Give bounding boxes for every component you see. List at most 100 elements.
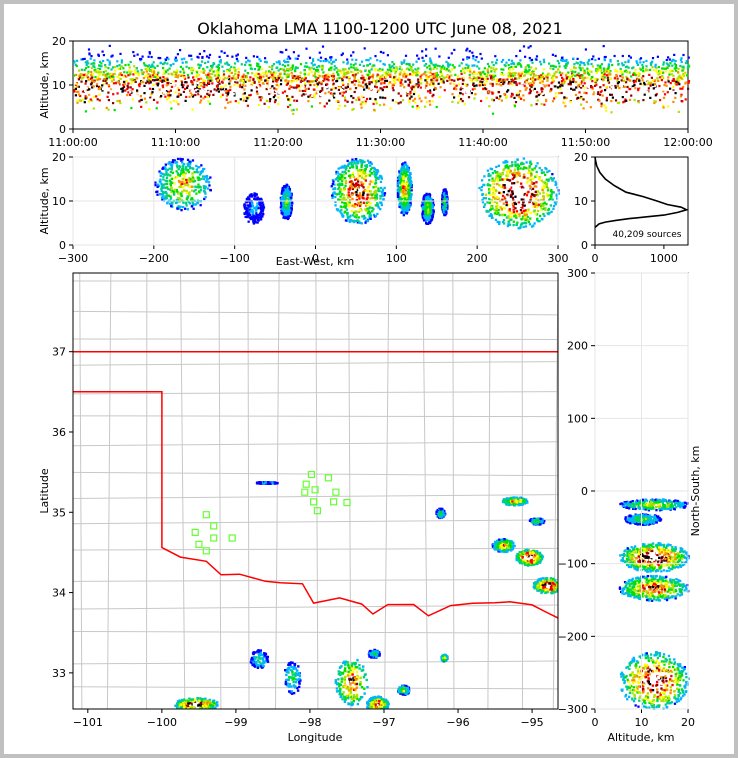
time-height-source — [309, 95, 312, 98]
time-height-source — [107, 67, 110, 70]
time-height-source — [641, 90, 644, 93]
ew-altitude-source — [353, 220, 356, 224]
time-height-source — [377, 89, 380, 92]
time-height-source — [124, 89, 127, 92]
time-height-source — [641, 87, 644, 90]
ew-altitude-source — [401, 173, 404, 176]
time-height-source — [666, 66, 669, 69]
time-height-source — [216, 73, 219, 76]
time-height-source — [113, 72, 116, 75]
time-height-source — [432, 82, 435, 85]
time-height-source — [459, 88, 462, 91]
ew-altitude-source — [166, 186, 169, 189]
time-height-source — [425, 81, 429, 84]
time-height-source — [486, 77, 489, 80]
time-height-source — [535, 58, 538, 61]
time-height-source — [603, 56, 606, 59]
time-height-source — [392, 89, 395, 92]
time-height-source — [495, 80, 498, 83]
ew-altitude-source — [161, 196, 164, 199]
time-height-source — [426, 82, 429, 85]
ew-altitude-source — [364, 208, 367, 211]
time-height-source — [127, 63, 130, 66]
ew-altitude-source — [169, 174, 172, 177]
time-height-source — [197, 63, 200, 66]
time-height-source — [425, 74, 428, 77]
time-height-source — [173, 58, 177, 61]
time-height-source — [609, 77, 612, 80]
time-height-source — [684, 98, 687, 101]
time-height-source — [385, 71, 388, 74]
time-height-source — [632, 79, 635, 82]
time-height-source — [477, 60, 480, 63]
time-height-source — [162, 72, 165, 76]
time-height-source — [397, 92, 400, 95]
time-height-source — [500, 68, 503, 71]
time-height-source — [203, 88, 206, 91]
time-height-source — [159, 61, 162, 64]
time-height-source — [156, 73, 159, 76]
ew-altitude-source — [186, 191, 189, 195]
time-height-source — [363, 79, 366, 82]
time-height-source — [116, 65, 119, 68]
time-height-source — [548, 62, 551, 65]
ew-altitude-source — [400, 168, 403, 171]
time-height-source — [641, 67, 644, 70]
ew-altitude-source — [282, 204, 285, 207]
time-height-source — [368, 71, 371, 74]
time-height-source — [400, 61, 403, 64]
time-height-source — [219, 93, 222, 96]
time-height-source — [565, 63, 568, 66]
time-height-source — [320, 65, 323, 68]
time-height-source — [601, 73, 604, 76]
time-height-source — [425, 54, 428, 57]
time-height-source — [393, 76, 396, 79]
time-height-source — [256, 92, 259, 95]
time-height-source — [577, 72, 580, 75]
ew-altitude-source — [243, 203, 246, 206]
time-height-source — [559, 87, 562, 90]
time-height-source — [321, 75, 325, 78]
time-height-source — [166, 77, 169, 80]
time-height-source — [219, 86, 223, 89]
time-height-source — [602, 73, 605, 77]
time-height-source — [468, 56, 471, 59]
time-height-source — [439, 71, 442, 74]
ew-altitude-source — [366, 193, 369, 196]
time-height-source — [181, 81, 184, 84]
time-height-source — [536, 76, 539, 79]
time-height-source — [636, 92, 639, 95]
time-height-source — [662, 96, 666, 99]
ew-altitude-source — [175, 190, 179, 193]
time-height-source — [164, 70, 168, 73]
time-height-source — [227, 101, 230, 104]
time-height-source — [402, 75, 405, 78]
time-height-source — [278, 72, 281, 75]
ew-altitude-source — [368, 183, 371, 186]
ew-altitude-source — [355, 193, 358, 196]
time-height-source — [563, 85, 566, 88]
time-height-source — [640, 76, 643, 79]
time-height-source — [77, 78, 80, 81]
time-height-source — [601, 86, 604, 89]
time-height-source — [219, 77, 222, 80]
time-height-source — [273, 94, 277, 97]
ew-altitude-source — [180, 194, 183, 198]
time-height-source — [681, 100, 684, 103]
ew-altitude-source — [349, 176, 352, 179]
time-height-source — [663, 93, 667, 96]
time-height-source — [470, 78, 473, 81]
time-height-source — [606, 76, 609, 79]
time-height-source — [293, 75, 296, 78]
time-height-source — [176, 53, 179, 56]
time-height-source — [639, 82, 642, 85]
ew-altitude-source — [188, 185, 191, 188]
time-height-source — [145, 70, 148, 73]
time-height-source — [404, 88, 407, 91]
time-height-source — [679, 95, 683, 98]
time-height-source — [281, 67, 284, 71]
time-height-source — [613, 77, 616, 80]
ew-altitude-source — [281, 195, 284, 199]
time-height-source — [603, 76, 606, 79]
time-height-source — [616, 79, 619, 82]
